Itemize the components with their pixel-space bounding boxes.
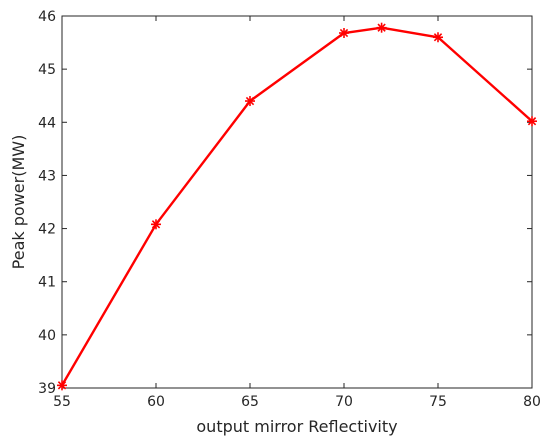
series-layer bbox=[57, 22, 537, 391]
x-axis-label: output mirror Reflectivity bbox=[196, 417, 397, 436]
data-point-marker bbox=[151, 219, 161, 230]
x-tick-label: 65 bbox=[241, 394, 259, 410]
y-axis-ticks: 39 40 41 42 43 44 45 46 bbox=[38, 9, 532, 397]
data-point-marker bbox=[57, 380, 67, 391]
y-tick-label: 40 bbox=[38, 328, 56, 344]
data-point-marker bbox=[433, 32, 443, 43]
data-point-marker bbox=[339, 28, 349, 39]
x-tick-label: 60 bbox=[147, 394, 165, 410]
x-tick-label: 55 bbox=[53, 394, 71, 410]
y-tick-label: 46 bbox=[38, 9, 56, 25]
data-point-marker bbox=[376, 22, 387, 33]
y-tick-label: 43 bbox=[38, 168, 56, 184]
y-tick-label: 45 bbox=[38, 62, 56, 78]
x-tick-label: 75 bbox=[429, 394, 447, 410]
data-point-marker bbox=[527, 116, 537, 127]
data-point-marker bbox=[245, 96, 255, 107]
y-tick-label: 41 bbox=[38, 275, 56, 291]
y-axis-label: Peak power(MW) bbox=[9, 135, 28, 270]
y-tick-label: 42 bbox=[38, 222, 56, 238]
y-tick-label: 44 bbox=[38, 115, 56, 131]
plot-area bbox=[61, 15, 533, 389]
x-tick-label: 80 bbox=[523, 394, 541, 410]
y-tick-label: 39 bbox=[38, 381, 56, 397]
x-tick-label: 70 bbox=[335, 394, 353, 410]
x-axis-ticks: 55 60 65 70 75 80 bbox=[53, 16, 541, 410]
